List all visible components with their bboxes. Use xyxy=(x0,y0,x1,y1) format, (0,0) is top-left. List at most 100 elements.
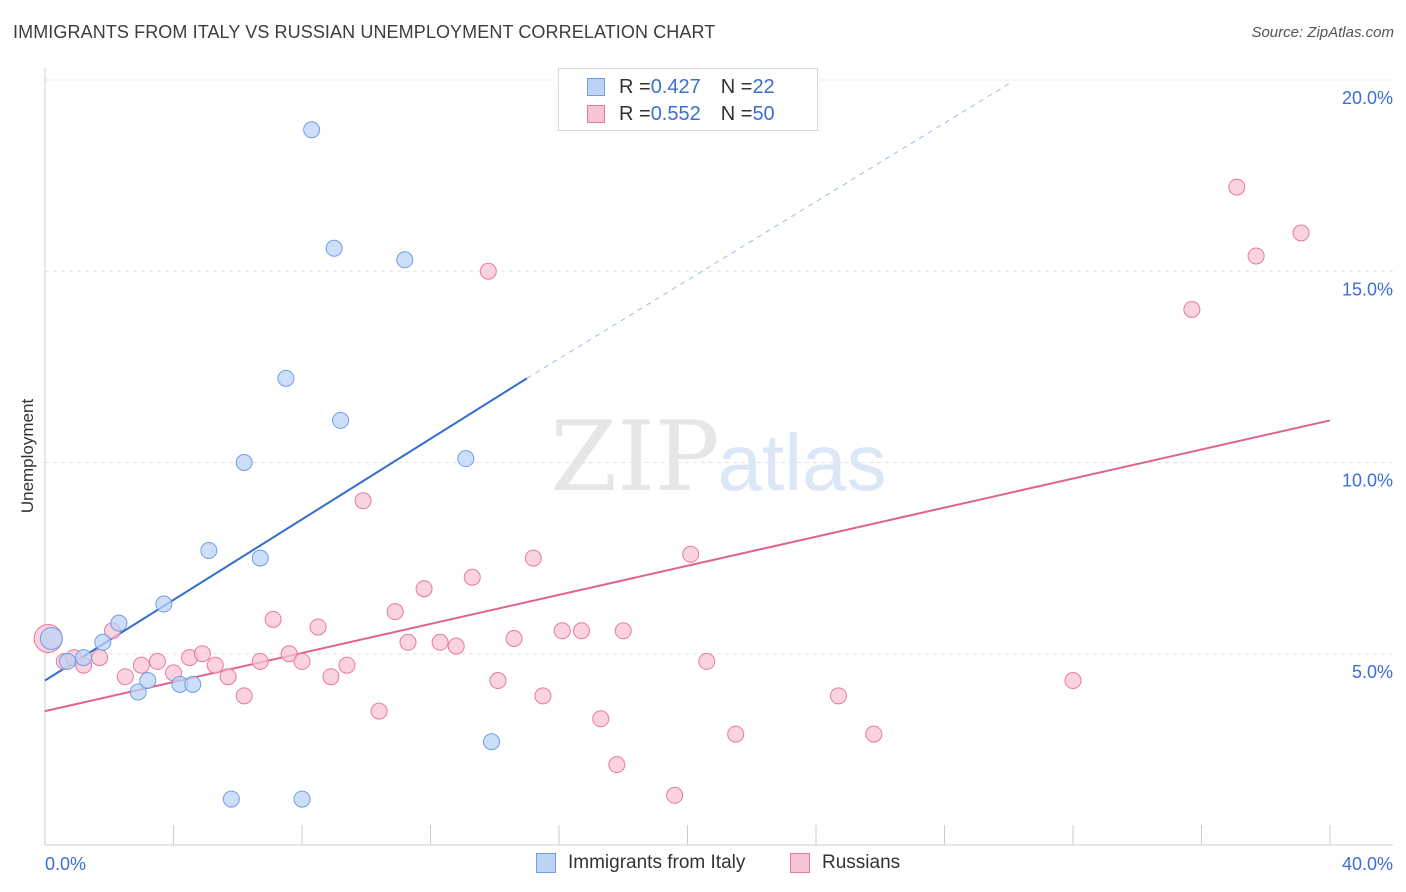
grid-lines xyxy=(45,79,1393,655)
legend-italy-label: Immigrants from Italy xyxy=(568,852,746,873)
x-tick-label-min: 0.0% xyxy=(45,854,86,874)
italy-point xyxy=(222,790,240,808)
russians-point xyxy=(553,622,571,640)
axes xyxy=(44,68,1393,846)
trend-lines xyxy=(44,83,1331,713)
russians-point xyxy=(727,725,745,743)
italy-r-label: R = xyxy=(619,75,651,98)
russians-point xyxy=(309,618,327,636)
watermark-atlas: atlas xyxy=(718,418,887,507)
legend-russians-swatch xyxy=(790,853,810,873)
russians-point xyxy=(1292,224,1310,242)
italy-point xyxy=(293,790,311,808)
italy-point xyxy=(58,652,76,670)
italy-point xyxy=(184,675,202,693)
russians-point xyxy=(479,262,497,280)
russians-point xyxy=(614,622,632,640)
russians-point xyxy=(608,756,626,774)
y-tick-label: 15.0% xyxy=(1342,279,1393,299)
italy-point xyxy=(110,614,128,632)
italy-n-value: 22 xyxy=(752,75,775,98)
y-axis-label: Unemployment xyxy=(18,398,37,514)
russians-point xyxy=(148,652,166,670)
russians-r-label: R = xyxy=(619,102,651,125)
y-tick-labels: 5.0% 10.0% 15.0% 20.0% xyxy=(1342,88,1393,682)
russians-point xyxy=(91,649,109,667)
russians-point xyxy=(386,603,404,621)
russians-point xyxy=(489,672,507,690)
y-tick-label: 5.0% xyxy=(1352,662,1393,682)
legend-row-russians: R = 0.552 N = 50 xyxy=(587,101,775,127)
watermark: ZIP atlas xyxy=(550,401,886,513)
italy-point xyxy=(332,411,350,429)
italy-point xyxy=(39,626,63,650)
italy-point xyxy=(129,683,147,701)
russians-point xyxy=(293,652,311,670)
russians-point xyxy=(1064,672,1082,690)
russians-point xyxy=(116,668,134,686)
legend-russians-label: Russians xyxy=(822,852,901,873)
legend-item-russians[interactable]: Russians xyxy=(790,852,900,874)
russians-point xyxy=(829,687,847,705)
russians-point xyxy=(322,668,340,686)
russians-point xyxy=(370,702,388,720)
italy-point xyxy=(94,633,112,651)
russians-point xyxy=(235,687,253,705)
correlation-legend: R = 0.427 N = 22 R = 0.552 N = 50 xyxy=(558,68,818,131)
italy-n-label: N = xyxy=(720,75,753,98)
source-label: Source: ZipAtlas.com xyxy=(1251,24,1394,41)
russians-point xyxy=(206,656,224,674)
russians-point xyxy=(592,710,610,728)
legend-row-italy: R = 0.427 N = 22 xyxy=(587,74,775,100)
russians-point xyxy=(132,656,150,674)
russians-point xyxy=(354,492,372,510)
russians-n-label: N = xyxy=(720,102,753,125)
italy-point xyxy=(396,251,414,269)
y-tick-label: 10.0% xyxy=(1342,471,1393,491)
italy-point xyxy=(155,595,173,613)
russians-point xyxy=(219,668,237,686)
russians-point xyxy=(1183,301,1201,318)
russians-point xyxy=(865,725,883,743)
russians-point xyxy=(1247,247,1265,265)
x-tick-label-max: 40.0% xyxy=(1342,854,1393,874)
italy-point xyxy=(303,121,321,139)
italy-point xyxy=(139,672,157,690)
data-points xyxy=(33,121,1310,808)
italy-point xyxy=(200,541,218,559)
italy-r-value: 0.427 xyxy=(650,75,701,98)
russians-point xyxy=(431,633,449,651)
russians-point xyxy=(193,645,211,663)
y-tick-label: 20.0% xyxy=(1342,88,1393,108)
russians-point xyxy=(251,652,269,670)
russians-point xyxy=(505,629,523,647)
russians-swatch xyxy=(587,105,605,123)
legend-italy-swatch xyxy=(536,853,556,873)
russians-point xyxy=(698,652,716,670)
russians-point xyxy=(415,580,433,598)
italy-point xyxy=(457,450,475,468)
legend-item-italy[interactable]: Immigrants from Italy xyxy=(536,852,745,874)
watermark-zip: ZIP xyxy=(550,401,719,513)
italy-swatch xyxy=(587,78,605,96)
russians-point xyxy=(280,645,298,663)
russians-point xyxy=(682,545,700,563)
russians-point xyxy=(524,549,542,567)
chart-title: IMMIGRANTS FROM ITALY VS RUSSIAN UNEMPLO… xyxy=(13,22,716,42)
russians-point xyxy=(338,656,356,674)
russians-point xyxy=(264,610,282,628)
russians-point xyxy=(1228,178,1246,196)
russians-point xyxy=(666,786,684,804)
series-legend: Immigrants from Italy Russians xyxy=(0,852,1406,876)
russians-point xyxy=(463,568,481,586)
italy-point xyxy=(325,239,343,257)
italy-point xyxy=(277,369,295,387)
italy-point xyxy=(483,733,501,751)
russians-n-value: 50 xyxy=(752,102,775,125)
russians-point xyxy=(572,622,590,640)
trend-line-italy-extension xyxy=(526,83,1010,379)
italy-point xyxy=(235,454,253,471)
italy-point xyxy=(75,649,93,667)
italy-point xyxy=(251,549,269,567)
